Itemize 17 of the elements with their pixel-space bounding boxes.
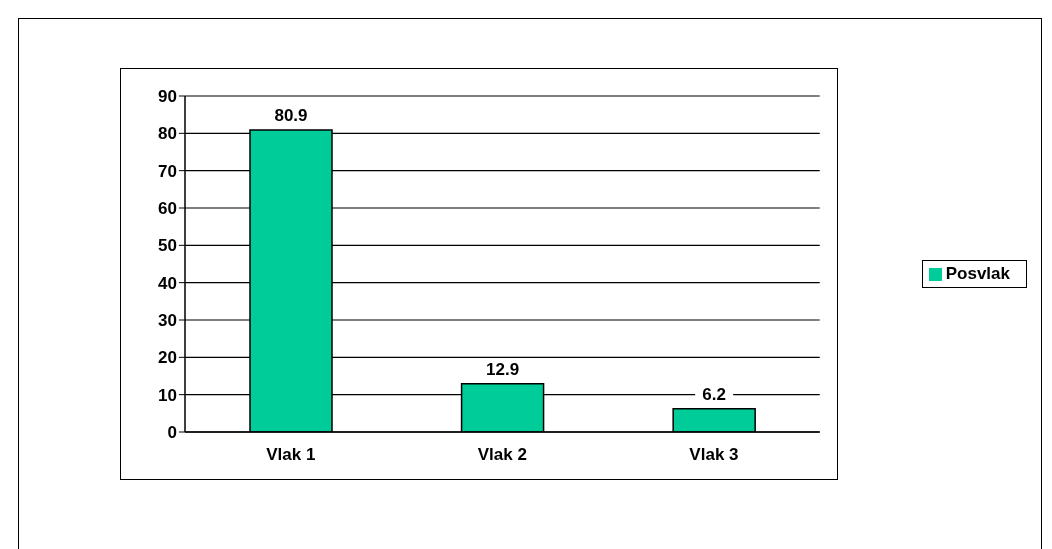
y-tick-label: 90 [158, 87, 177, 107]
y-tick-label: 40 [158, 273, 177, 293]
y-tick-label: 30 [158, 311, 177, 331]
y-tick-label: 80 [158, 124, 177, 144]
y-tick-label: 20 [158, 348, 177, 368]
data-label: 12.9 [486, 359, 520, 379]
legend-label: Posvlak [945, 264, 1010, 283]
x-tick-label: Vlak 3 [689, 445, 739, 465]
y-tick-label: 0 [167, 423, 177, 443]
data-label: 80.9 [274, 105, 308, 125]
y-tick-label: 60 [158, 199, 177, 219]
y-tick-label: 50 [158, 236, 177, 256]
data-label: 6.2 [702, 384, 726, 404]
x-tick-label: Vlak 2 [477, 445, 527, 465]
y-tick-label: 70 [158, 161, 177, 181]
x-tick-label: Vlak 1 [266, 445, 316, 465]
y-tick-label: 10 [158, 385, 177, 405]
